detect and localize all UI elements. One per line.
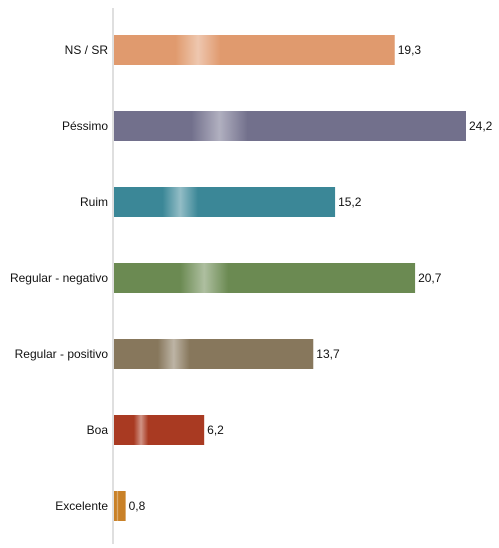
category-label-6: Excelente [55, 499, 108, 513]
category-label-4: Regular - positivo [15, 347, 109, 361]
category-label-0: NS / SR [65, 43, 109, 57]
category-labels-group: NS / SR Péssimo Ruim Regular - negativo Regu… [10, 43, 108, 513]
category-label-2: Ruim [80, 195, 108, 209]
value-label-2: 15,2 [338, 195, 362, 209]
bar-5 [114, 415, 205, 445]
bars-group [114, 35, 466, 521]
bar-3 [114, 263, 416, 293]
category-label-1: Péssimo [62, 119, 108, 133]
category-label-5: Boa [87, 423, 109, 437]
bar-2 [114, 187, 336, 217]
value-label-4: 13,7 [316, 347, 340, 361]
value-label-3: 20,7 [418, 271, 442, 285]
value-label-0: 19,3 [398, 43, 422, 57]
value-label-5: 6,2 [207, 423, 224, 437]
value-label-6: 0,8 [129, 499, 146, 513]
bar-1 [114, 111, 466, 141]
category-label-3: Regular - negativo [10, 271, 108, 285]
value-labels-group: 19,3 24,2 15,2 20,7 13,7 6,2 0,8 [129, 43, 493, 513]
bar-0 [114, 35, 395, 65]
value-label-1: 24,2 [469, 119, 493, 133]
bar-4 [114, 339, 314, 369]
bar-6 [114, 491, 126, 521]
